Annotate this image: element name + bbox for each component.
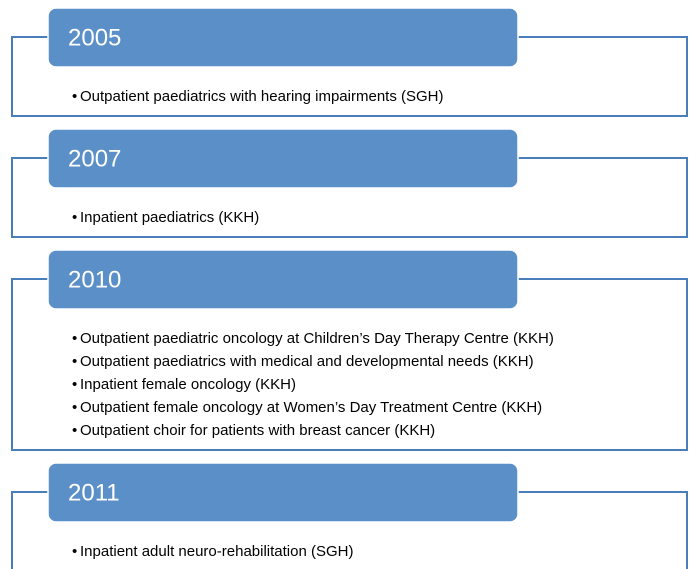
year-label: 2007 <box>68 145 121 172</box>
item-text: Inpatient paediatrics (KKH) <box>80 209 259 226</box>
year-header <box>47 128 519 189</box>
item-text: Outpatient paediatric oncology at Childr… <box>80 330 554 347</box>
item-text: Outpatient choir for patients with breas… <box>80 422 435 439</box>
year-header <box>47 462 519 523</box>
bullet: • <box>72 88 77 105</box>
bullet: • <box>72 422 77 439</box>
item-text: Outpatient paediatrics with hearing impa… <box>80 88 444 105</box>
item-text: Inpatient adult neuro-rehabilitation (SG… <box>80 543 354 560</box>
bullet: • <box>72 543 77 560</box>
bullet: • <box>72 353 77 370</box>
bullet: • <box>72 209 77 226</box>
bullet: • <box>72 399 77 416</box>
year-label: 2005 <box>68 24 121 51</box>
item-text: Outpatient female oncology at Women’s Da… <box>80 399 542 416</box>
bullet: • <box>72 330 77 347</box>
year-label: 2011 <box>68 479 120 506</box>
item-text: Inpatient female oncology (KKH) <box>80 376 296 393</box>
year-header <box>47 249 519 310</box>
year-label: 2010 <box>68 266 121 293</box>
item-text: Outpatient paediatrics with medical and … <box>80 353 534 370</box>
year-header <box>47 7 519 68</box>
bullet: • <box>72 376 77 393</box>
